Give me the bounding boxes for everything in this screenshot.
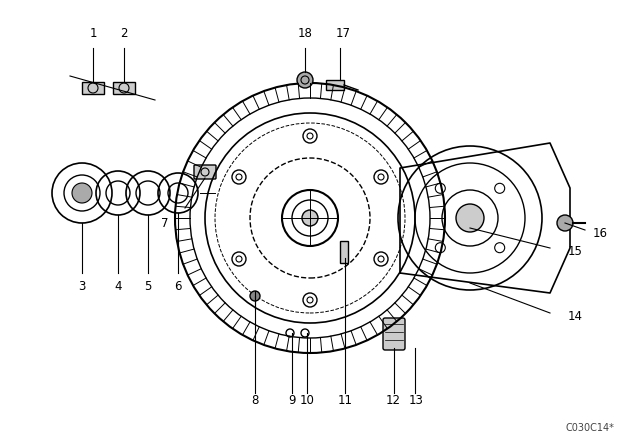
Text: 12: 12 [385, 393, 401, 406]
Text: 9: 9 [288, 393, 296, 406]
Circle shape [456, 204, 484, 232]
Circle shape [557, 215, 573, 231]
Circle shape [297, 72, 313, 88]
Text: 13: 13 [408, 393, 424, 406]
FancyBboxPatch shape [383, 318, 405, 350]
FancyBboxPatch shape [326, 80, 344, 90]
FancyBboxPatch shape [113, 82, 135, 94]
Text: 11: 11 [337, 393, 353, 406]
Text: 7: 7 [161, 216, 169, 229]
Text: 1: 1 [89, 26, 97, 39]
Text: 16: 16 [593, 227, 607, 240]
Text: 18: 18 [298, 26, 312, 39]
Circle shape [302, 210, 318, 226]
Text: 5: 5 [144, 280, 152, 293]
Text: 6: 6 [174, 280, 182, 293]
FancyBboxPatch shape [194, 165, 216, 179]
Text: 15: 15 [568, 245, 582, 258]
Text: 14: 14 [568, 310, 582, 323]
Text: 2: 2 [120, 26, 128, 39]
Text: 3: 3 [78, 280, 86, 293]
Text: 17: 17 [335, 26, 351, 39]
FancyBboxPatch shape [340, 241, 348, 263]
Circle shape [72, 183, 92, 203]
Circle shape [250, 291, 260, 301]
Text: C030C14*: C030C14* [566, 423, 614, 433]
Text: 4: 4 [115, 280, 122, 293]
Text: 8: 8 [252, 393, 259, 406]
FancyBboxPatch shape [82, 82, 104, 94]
Text: 10: 10 [300, 393, 314, 406]
